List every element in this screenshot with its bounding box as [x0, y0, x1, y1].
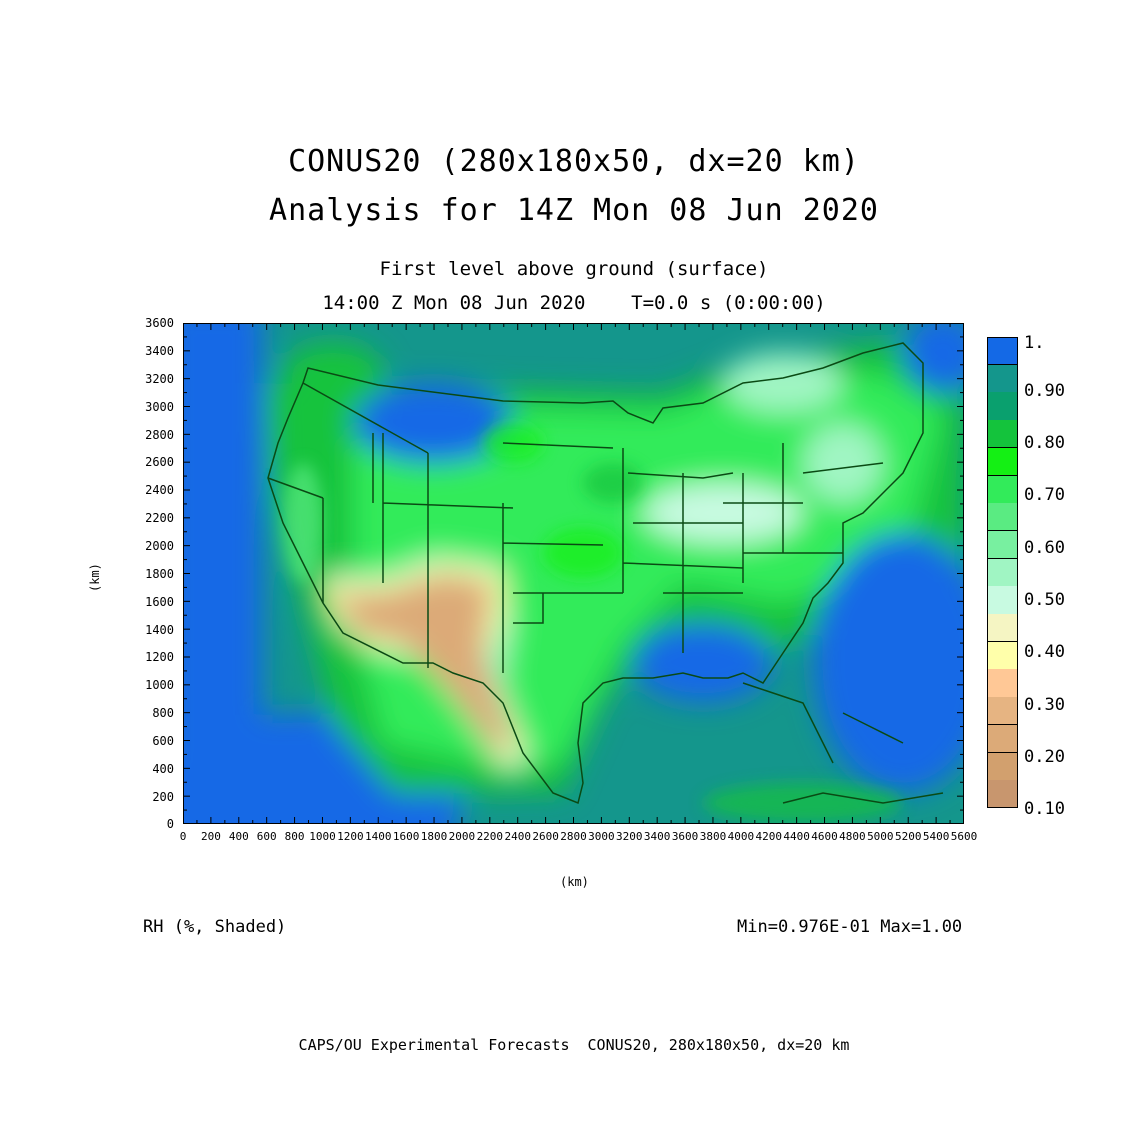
colorbar-swatch	[987, 641, 1018, 670]
colorbar-label: 0.80	[1024, 433, 1065, 453]
x-tick: 200	[200, 830, 221, 843]
x-tick: 2200	[476, 830, 504, 843]
colorbar-swatch	[987, 364, 1018, 393]
colorbar-swatch	[987, 530, 1018, 560]
colorbar-label: 0.60	[1024, 538, 1065, 558]
x-tick: 1000	[309, 830, 336, 843]
x-tick: 1800	[420, 830, 448, 843]
y-tick: 3600	[145, 316, 174, 330]
rh-map-panel	[183, 323, 964, 824]
colorbar-label: 0.70	[1024, 485, 1065, 505]
x-tick: 5400	[922, 830, 950, 843]
x-tick: 400	[228, 830, 249, 843]
title-line-1: CONUS20 (280x180x50, dx=20 km)	[288, 144, 860, 179]
y-tick: 3400	[145, 344, 174, 358]
x-tick: 5600	[950, 830, 978, 843]
colorbar-swatch	[987, 697, 1018, 726]
x-tick: 0	[179, 830, 187, 843]
colorbar-swatch	[987, 586, 1018, 615]
x-axis-label: (km)	[560, 875, 589, 889]
x-tick: 4000	[727, 830, 755, 843]
y-tick: 1400	[145, 623, 174, 637]
x-tick: 1400	[365, 830, 392, 843]
x-tick: 2800	[560, 830, 587, 843]
x-tick: 1600	[392, 830, 420, 843]
y-tick: 2400	[145, 483, 174, 497]
x-tick: 2000	[448, 830, 476, 843]
y-axis-label: (km)	[88, 563, 102, 592]
x-tick: 3400	[643, 830, 671, 843]
x-tick: 4200	[755, 830, 783, 843]
field-label: RH (%, Shaded)	[143, 917, 287, 937]
y-tick: 600	[152, 734, 174, 748]
x-tick: 5000	[867, 830, 894, 843]
y-tick: 3000	[145, 400, 174, 414]
x-tick: 4600	[811, 830, 838, 843]
y-tick: 1000	[145, 678, 174, 692]
min-max-readout: Min=0.976E-01 Max=1.00	[737, 917, 963, 937]
x-tick: 600	[256, 830, 277, 843]
colorbar-swatch	[987, 420, 1018, 449]
x-tick: 1200	[337, 830, 364, 843]
y-tick: 400	[152, 762, 174, 776]
y-tick: 2200	[145, 511, 174, 525]
y-tick: 1200	[145, 650, 174, 664]
rh-shaded-field	[183, 323, 964, 824]
x-tick: 2600	[532, 830, 559, 843]
x-tick: 3600	[671, 830, 699, 843]
colorbar-swatch	[987, 614, 1018, 643]
colorbar-label: 1.	[1024, 333, 1045, 353]
y-tick: 0	[166, 817, 174, 831]
x-tick: 4400	[783, 830, 810, 843]
y-tick: 800	[152, 706, 174, 720]
y-tick: 1800	[145, 567, 174, 581]
colorbar-label: 0.30	[1024, 695, 1065, 715]
colorbar-label: 0.20	[1024, 747, 1065, 767]
x-tick: 3800	[699, 830, 727, 843]
y-tick: 2000	[145, 539, 174, 553]
colorbar-label: 0.90	[1024, 381, 1065, 401]
colorbar-swatch	[987, 503, 1018, 532]
x-tick: 4800	[839, 830, 866, 843]
footer-credit: CAPS/OU Experimental Forecasts CONUS20, …	[298, 1036, 850, 1054]
y-tick: 2800	[145, 428, 174, 442]
colorbar-swatch	[987, 724, 1018, 754]
x-tick: 3200	[616, 830, 643, 843]
colorbar-swatch	[987, 392, 1018, 421]
colorbar-frame	[987, 337, 1018, 808]
colorbar-swatch	[987, 337, 1018, 366]
x-tick: 800	[284, 830, 305, 843]
x-tick: 3000	[588, 830, 615, 843]
axis-ticks	[183, 323, 964, 824]
colorbar-swatch	[987, 447, 1018, 477]
colorbar-swatch	[987, 669, 1018, 698]
colorbar-swatch	[987, 475, 1018, 504]
x-tick: 2400	[504, 830, 531, 843]
x-tick: 5200	[894, 830, 922, 843]
colorbar-swatch	[987, 558, 1018, 587]
y-tick: 3200	[145, 372, 174, 386]
title-line-2: Analysis for 14Z Mon 08 Jun 2020	[269, 193, 879, 228]
subtitle-line-1: First level above ground (surface)	[379, 258, 769, 280]
y-tick: 2600	[145, 455, 174, 469]
colorbar-label: 0.40	[1024, 642, 1065, 662]
colorbar-label: 0.50	[1024, 590, 1065, 610]
subtitle-line-2: 14:00 Z Mon 08 Jun 2020 T=0.0 s (0:00:00…	[322, 292, 826, 314]
map-boundaries	[267, 342, 944, 805]
y-tick: 200	[152, 790, 174, 804]
colorbar-swatch	[987, 752, 1018, 781]
colorbar-label: 0.10	[1024, 799, 1065, 819]
y-tick: 1600	[145, 595, 174, 609]
